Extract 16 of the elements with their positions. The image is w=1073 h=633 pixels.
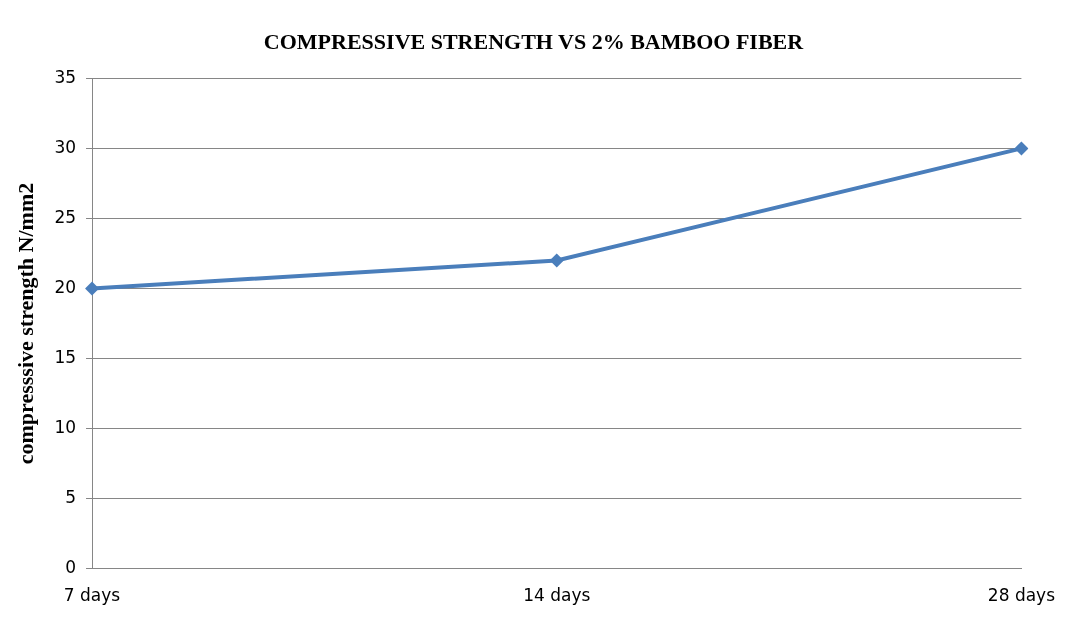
x-tick-label: 28 days (987, 585, 1056, 606)
y-axis-title: compresssive strength N/mm2 (12, 182, 38, 465)
y-tick-label: 30 (54, 136, 77, 157)
y-tick-label: 5 (65, 486, 77, 507)
y-tick-label: 0 (65, 557, 77, 578)
y-tick-label: 25 (54, 206, 77, 227)
point (549, 253, 564, 268)
point (85, 281, 100, 296)
y-tick-label: 20 (54, 276, 77, 297)
point (1014, 141, 1029, 156)
chart-title: COMPRESSIVE STRENGTH VS 2% BAMBOO FIBER (263, 28, 805, 54)
y-tick-label: 35 (54, 66, 77, 87)
y-tick-label: 10 (54, 416, 77, 437)
y-tick-label: 15 (54, 346, 77, 367)
x-tick-label: 14 days (523, 585, 591, 606)
x-tick-label: 7 days (63, 585, 121, 606)
